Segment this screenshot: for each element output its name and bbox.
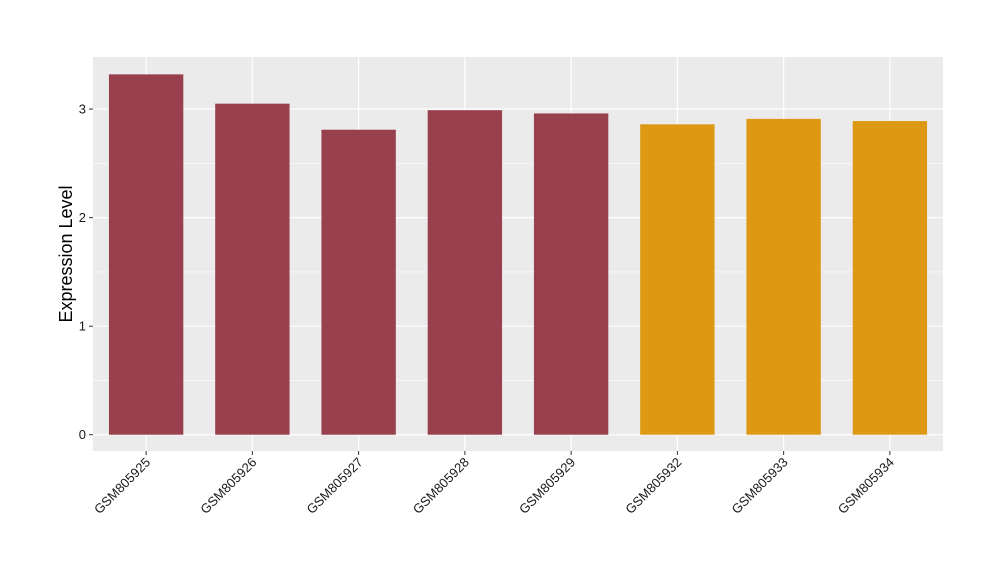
x-tick-label: GSM805929 xyxy=(516,455,578,517)
y-tick-label: 2 xyxy=(79,210,86,225)
y-axis-label: Expression Level xyxy=(56,185,76,322)
y-tick-label: 0 xyxy=(79,427,86,442)
x-tick-label: GSM805928 xyxy=(410,455,472,517)
x-tick-label: GSM805933 xyxy=(729,455,791,517)
bar-GSM805927 xyxy=(321,129,396,435)
bar-GSM805929 xyxy=(533,113,609,435)
bar-GSM805925 xyxy=(108,74,184,435)
bar-GSM805933 xyxy=(746,118,821,435)
bar-GSM805928 xyxy=(427,110,503,435)
x-tick-label: GSM805934 xyxy=(835,455,897,517)
y-axis: 0 1 2 3 xyxy=(79,102,93,442)
x-tick-label: GSM805932 xyxy=(622,455,684,517)
y-tick-label: 3 xyxy=(79,102,86,117)
x-tick-label: GSM805927 xyxy=(304,455,366,517)
bars xyxy=(108,74,928,435)
x-axis: GSM805925 GSM805926 GSM805927 GSM805928 GSM8… xyxy=(91,451,897,517)
y-tick-label: 1 xyxy=(79,319,86,334)
bar-GSM805926 xyxy=(215,103,290,435)
bar-GSM805934 xyxy=(852,121,928,435)
x-tick-label: GSM805926 xyxy=(197,455,259,517)
x-tick-label: GSM805925 xyxy=(91,455,153,517)
bar-GSM805932 xyxy=(640,124,715,435)
